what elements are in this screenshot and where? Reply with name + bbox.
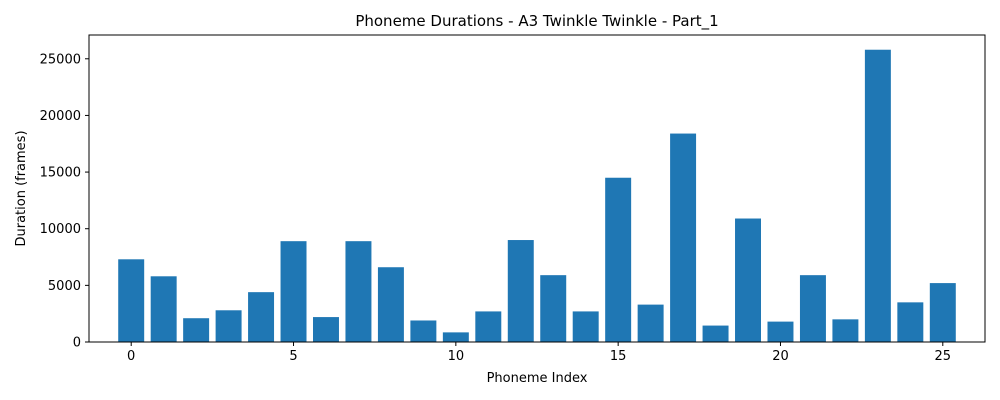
bar-5 xyxy=(280,241,307,342)
bar-16 xyxy=(637,304,664,342)
bar-6 xyxy=(313,317,339,342)
bar-15 xyxy=(605,177,632,342)
chart-title: Phoneme Durations - A3 Twinkle Twinkle -… xyxy=(355,12,718,31)
bar-9 xyxy=(410,320,437,342)
x-axis-ticks: 0 5 10 15 20 25 xyxy=(127,342,951,364)
y-axis-ticks: 0 5000 10000 15000 20000 25000 xyxy=(40,52,89,351)
bar-7 xyxy=(345,241,372,342)
bar-25 xyxy=(929,283,956,342)
y-tick-label: 25000 xyxy=(40,52,81,67)
bar-3 xyxy=(215,310,242,342)
bar-11 xyxy=(475,311,502,342)
x-tick-label: 25 xyxy=(935,349,952,364)
x-tick-label: 15 xyxy=(610,349,627,364)
x-tick-label: 0 xyxy=(127,349,135,364)
bar-10 xyxy=(442,332,469,342)
bar-12 xyxy=(507,240,534,342)
bar-1 xyxy=(150,276,177,342)
y-tick-label: 0 xyxy=(73,336,81,351)
bar-21 xyxy=(799,275,826,342)
bar-0 xyxy=(118,259,145,342)
bar-22 xyxy=(832,319,859,342)
bar-20 xyxy=(767,321,794,342)
bar-8 xyxy=(377,267,404,342)
y-tick-label: 15000 xyxy=(40,166,81,181)
bar-19 xyxy=(735,218,761,342)
y-tick-label: 10000 xyxy=(40,222,81,237)
bar-23 xyxy=(864,49,891,343)
y-tick-label: 20000 xyxy=(40,109,81,124)
bar-2 xyxy=(183,318,210,342)
y-tick-label: 5000 xyxy=(48,279,81,294)
x-tick-label: 10 xyxy=(448,349,465,364)
x-tick-label: 20 xyxy=(772,349,789,364)
bar-4 xyxy=(248,292,275,342)
x-axis-label: Phoneme Index xyxy=(487,371,588,386)
bar-24 xyxy=(897,302,924,342)
x-tick-label: 5 xyxy=(289,349,297,364)
bar-17 xyxy=(670,133,697,342)
plot-frame xyxy=(88,34,986,343)
bar-13 xyxy=(540,275,567,342)
y-axis-label: Duration (frames) xyxy=(14,130,29,246)
bars-group xyxy=(118,49,956,343)
bar-18 xyxy=(702,325,729,342)
bar-14 xyxy=(572,311,599,342)
